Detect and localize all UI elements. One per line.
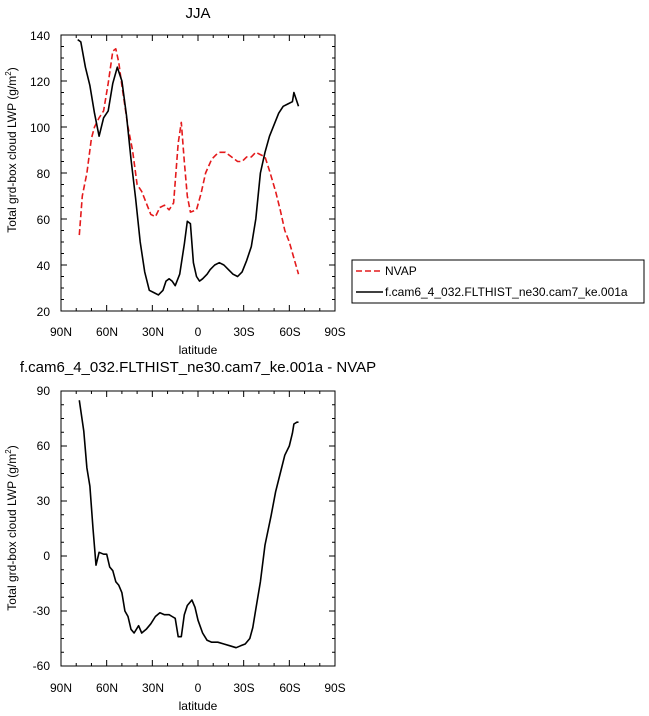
top-ytick-label: 80 [37, 167, 51, 181]
bottom-ytick-label: 90 [37, 384, 51, 398]
top-xtick-label: 30S [233, 325, 254, 339]
bottom-ytick-label: 60 [37, 439, 51, 453]
top-panel: JJA 20 40 60 80 100 120 140 90N 60N 30N … [4, 5, 645, 357]
legend: NVAP f.cam6_4_032.FLTHIST_ne30.cam7_ke.0… [351, 259, 645, 304]
top-ytick-label: 20 [37, 305, 51, 319]
top-ytick-label: 40 [37, 259, 51, 273]
nvap-series-line [78, 47, 300, 275]
bottom-xtick-label: 30S [233, 681, 254, 695]
bottom-xtick-label: 90N [50, 681, 72, 695]
top-plot-frame [60, 34, 336, 312]
bottom-ytick-label: 0 [43, 549, 50, 563]
bottom-series-lines [78, 400, 299, 649]
bottom-xtick-label: 30N [142, 681, 164, 695]
top-xtick-label: 0 [195, 325, 202, 339]
top-ytick-label: 140 [30, 29, 50, 43]
bottom-chart-title: f.cam6_4_032.FLTHIST_ne30.cam7_ke.001a -… [20, 359, 376, 376]
legend-frame [351, 259, 645, 304]
bottom-plot-frame [60, 390, 336, 667]
bottom-y-axis-label: Total grd-box cloud LWP (g/m2) [4, 445, 19, 610]
bottom-y-axis-label-close: ) [5, 445, 19, 449]
bottom-xtick-label: 90S [324, 681, 345, 695]
model-series-line [77, 38, 300, 296]
bottom-x-axis-label: latitude [179, 699, 218, 713]
top-xtick-label: 90N [50, 325, 72, 339]
top-x-axis-label: latitude [179, 343, 218, 357]
bottom-axis-ticks [60, 390, 336, 667]
bottom-xtick-label: 0 [195, 681, 202, 695]
top-y-axis-label-close: ) [5, 67, 19, 71]
bottom-y-axis-label-main: Total grd-box cloud LWP (g/m [5, 454, 19, 611]
top-y-axis-label-sup: 2 [4, 71, 13, 76]
bottom-ytick-label: 30 [37, 494, 51, 508]
top-xtick-label: 60S [279, 325, 300, 339]
legend-label-model: f.cam6_4_032.FLTHIST_ne30.cam7_ke.001a [385, 285, 628, 299]
legend-label-nvap: NVAP [385, 264, 417, 278]
top-y-axis-label-main: Total grd-box cloud LWP (g/m [5, 76, 19, 233]
bottom-xtick-label: 60N [96, 681, 118, 695]
top-ytick-label: 60 [37, 213, 51, 227]
top-ytick-label: 120 [30, 75, 50, 89]
bottom-y-axis-label-sup: 2 [4, 449, 13, 454]
bottom-ytick-label: -30 [33, 604, 51, 618]
top-axis-ticks [60, 34, 336, 312]
top-xtick-label: 90S [324, 325, 345, 339]
top-y-axis-label: Total grd-box cloud LWP (g/m2) [4, 67, 19, 232]
top-chart-title: JJA [185, 5, 210, 22]
bottom-xtick-labels: 90N 60N 30N 0 30S 60S 90S [50, 681, 346, 695]
bottom-panel: f.cam6_4_032.FLTHIST_ne30.cam7_ke.001a -… [4, 359, 376, 713]
bottom-xtick-label: 60S [279, 681, 300, 695]
top-xtick-labels: 90N 60N 30N 0 30S 60S 90S [50, 325, 346, 339]
top-series-lines [77, 38, 300, 296]
top-xtick-label: 60N [96, 325, 118, 339]
bottom-ytick-label: -60 [33, 659, 51, 673]
model-series-line [78, 400, 299, 649]
top-ytick-labels: 20 40 60 80 100 120 140 [30, 29, 50, 319]
top-xtick-label: 30N [142, 325, 164, 339]
bottom-ytick-labels: -60 -30 0 30 60 90 [33, 384, 51, 673]
top-ytick-label: 100 [30, 121, 50, 135]
